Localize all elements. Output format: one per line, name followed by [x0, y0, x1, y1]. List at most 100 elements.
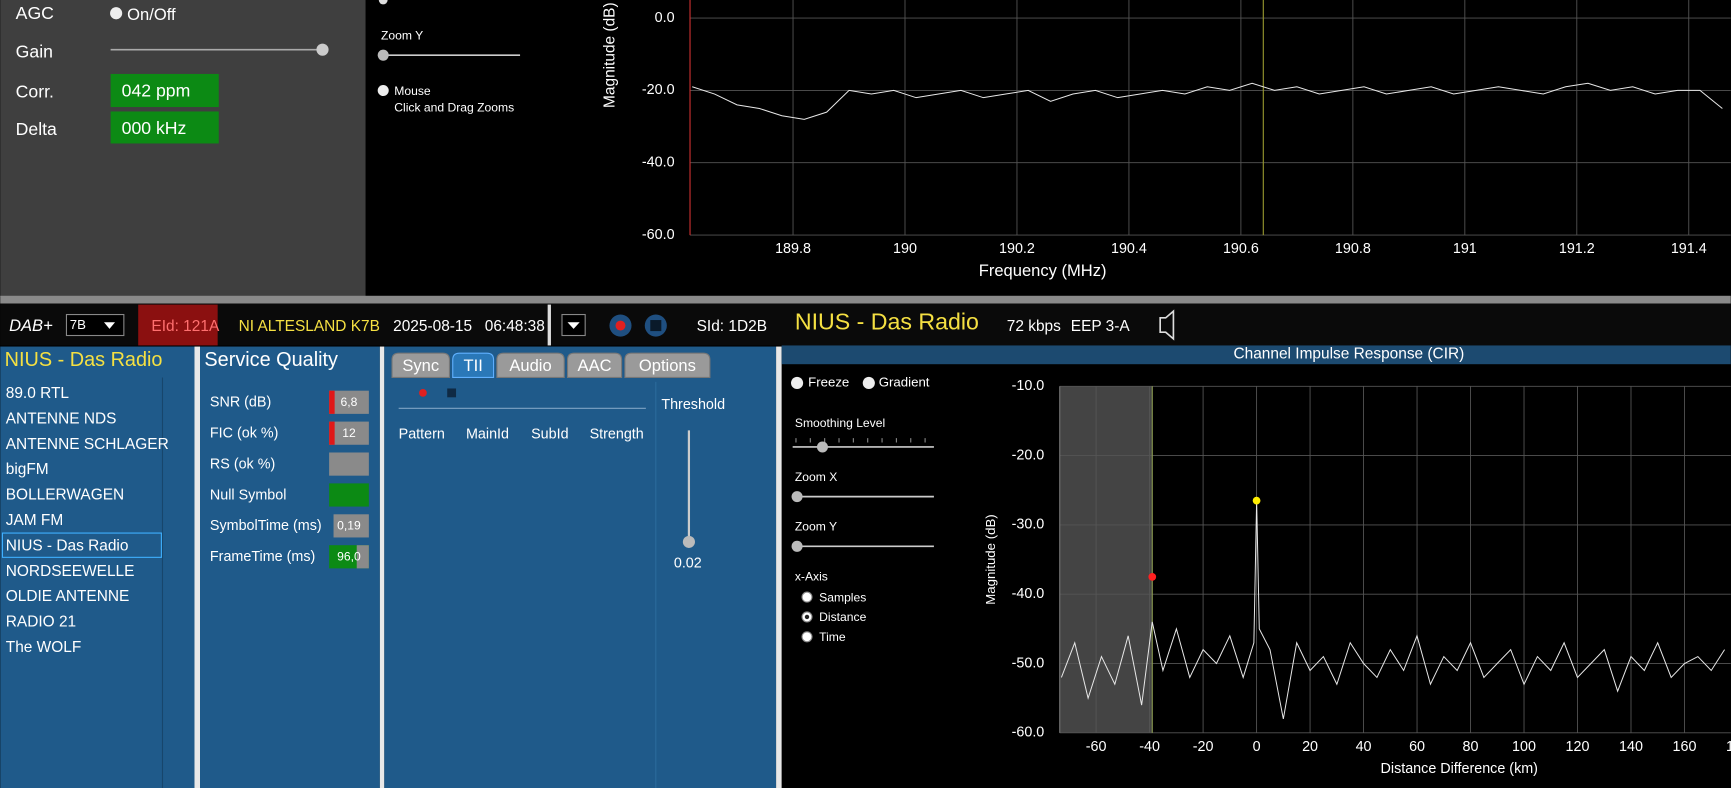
splitter: [0, 295, 1731, 304]
trace: [1060, 500, 1725, 720]
x-axis-title: Frequency (MHz): [979, 261, 1107, 280]
threshold-label: Threshold: [661, 397, 725, 413]
column-header: Strength: [590, 427, 644, 443]
sid: SId: 1D2B: [697, 318, 767, 335]
cir-title: Channel Impulse Response (CIR): [1233, 345, 1464, 362]
plot-area: [690, 0, 1731, 236]
smoothing-label: Smoothing Level: [795, 416, 885, 430]
quality-label: FrameTime (ms): [210, 549, 315, 565]
x-tick-label: 60: [1409, 739, 1425, 755]
separator: [776, 346, 782, 788]
delta-value: 000 kHz: [122, 118, 187, 138]
x-tick-label: 0: [1253, 739, 1261, 755]
mouse-hint: Click and Drag Zooms: [394, 100, 514, 114]
radio-button[interactable]: [378, 0, 388, 5]
quality-rows: SNR (dB) 6,8 FIC (ok %) 12 RS (ok %) Null Sym…: [210, 390, 369, 569]
station-item[interactable]: ANTENNE SCHLAGER: [6, 436, 169, 453]
mouse-radio[interactable]: [377, 84, 389, 97]
station-item[interactable]: The WOLF: [6, 639, 81, 656]
eid: EId: 121A: [151, 318, 220, 335]
x-axis-title: Distance Difference (km): [1381, 761, 1538, 777]
eid-box: [138, 304, 218, 346]
agc-toggle-label: On/Off: [127, 5, 176, 24]
y-tick-label: -60.0: [642, 227, 675, 243]
x-axis-radio[interactable]: [801, 591, 813, 603]
station-item[interactable]: OLDIE ANTENNE: [6, 588, 130, 605]
quality-label: SNR (dB): [210, 395, 271, 411]
station-header: NIUS - Das Radio: [5, 349, 163, 371]
x-tick-label: 180: [1726, 739, 1731, 755]
x-tick-label: 80: [1463, 739, 1479, 755]
tab[interactable]: [624, 352, 711, 378]
station-item[interactable]: NIUS - Das Radio: [6, 537, 129, 554]
quality-value: 96,0: [337, 550, 361, 564]
x-axis-label: x-Axis: [795, 569, 828, 583]
x-axis-options: Samples Distance Time: [801, 590, 867, 644]
tab[interactable]: [452, 352, 495, 378]
freeze-radio[interactable]: [791, 376, 804, 390]
tab[interactable]: [496, 352, 565, 378]
x-tick-label: 160: [1673, 739, 1697, 755]
x-axis-option: Time: [819, 630, 846, 644]
smoothing-ticks: [795, 438, 926, 443]
ensemble-name: NI ALTESLAND K7B: [239, 318, 380, 335]
y-tick-label: -60.0: [1012, 725, 1045, 741]
date: 2025-08-15: [393, 318, 472, 335]
column-header: SubId: [531, 427, 568, 443]
stop-icon: [650, 320, 662, 332]
tab[interactable]: [391, 352, 450, 378]
cir-chart: -10.0 -20.0 -30.0 -40.0 -50.0 -60.0 -60 -40 -20 0…: [983, 378, 1731, 777]
quality-indicator: [356, 545, 369, 569]
quality-label: SymbolTime (ms): [210, 518, 322, 534]
threshold-thumb[interactable]: [682, 535, 695, 548]
x-tick-label: 191.4: [1671, 241, 1707, 257]
zoom-x-thumb[interactable]: [791, 491, 803, 503]
bitrate: 72 kbps: [1007, 318, 1061, 335]
record-icon: [615, 320, 626, 331]
gradient-radio[interactable]: [862, 376, 875, 390]
channel-dropdown[interactable]: [65, 313, 125, 337]
station-item[interactable]: BOLLERWAGEN: [6, 487, 124, 504]
quality-bar: [329, 421, 335, 445]
station-item[interactable]: JAM FM: [6, 512, 63, 529]
station-item[interactable]: RADIO 21: [6, 614, 76, 631]
channel-value: 7B: [70, 317, 86, 332]
station-item[interactable]: NORDSEEWELLE: [6, 563, 135, 580]
station-item[interactable]: bigFM: [6, 461, 49, 478]
cir-header: [781, 345, 1731, 365]
y-tick-label: -20.0: [1012, 447, 1045, 463]
x-tick-label: -20: [1193, 739, 1214, 755]
y-tick-label: -40.0: [642, 155, 675, 171]
y-tick-label: -50.0: [1012, 655, 1045, 671]
x-tick-label: 20: [1302, 739, 1318, 755]
peak-marker: [1252, 496, 1261, 505]
y-tick-label: -30.0: [1012, 517, 1045, 533]
x-tick-label: 100: [1512, 739, 1536, 755]
quality-indicator: [329, 390, 369, 414]
selected-station: [1, 532, 162, 558]
station-item[interactable]: ANTENNE NDS: [6, 410, 117, 427]
separator: [194, 346, 201, 788]
zoom-y-thumb[interactable]: [791, 540, 803, 552]
zoom-y-thumb[interactable]: [377, 49, 389, 61]
quality-value: 12: [342, 426, 356, 440]
agc-toggle[interactable]: [110, 7, 123, 20]
station-item[interactable]: 89.0 RTL: [6, 385, 70, 402]
x-axis-radio-dot: [804, 614, 810, 620]
agc-label: AGC: [16, 3, 54, 23]
tab-label: TII: [463, 356, 482, 375]
x-axis-radio[interactable]: [801, 631, 813, 643]
speaker-icon[interactable]: [1159, 309, 1175, 341]
smoothing-thumb[interactable]: [816, 441, 828, 453]
tii-panel: [384, 346, 777, 788]
peak-marker: [1148, 573, 1157, 581]
dropdown-arrow: [103, 322, 116, 329]
gain-slider-thumb[interactable]: [316, 43, 329, 56]
record-indicator: [419, 389, 427, 397]
threshold-value: 0.02: [674, 556, 702, 572]
gradient-label: Gradient: [879, 374, 930, 389]
tab[interactable]: [566, 352, 623, 378]
freeze-label: Freeze: [808, 374, 849, 389]
x-tick-label: 190.6: [1223, 241, 1259, 257]
